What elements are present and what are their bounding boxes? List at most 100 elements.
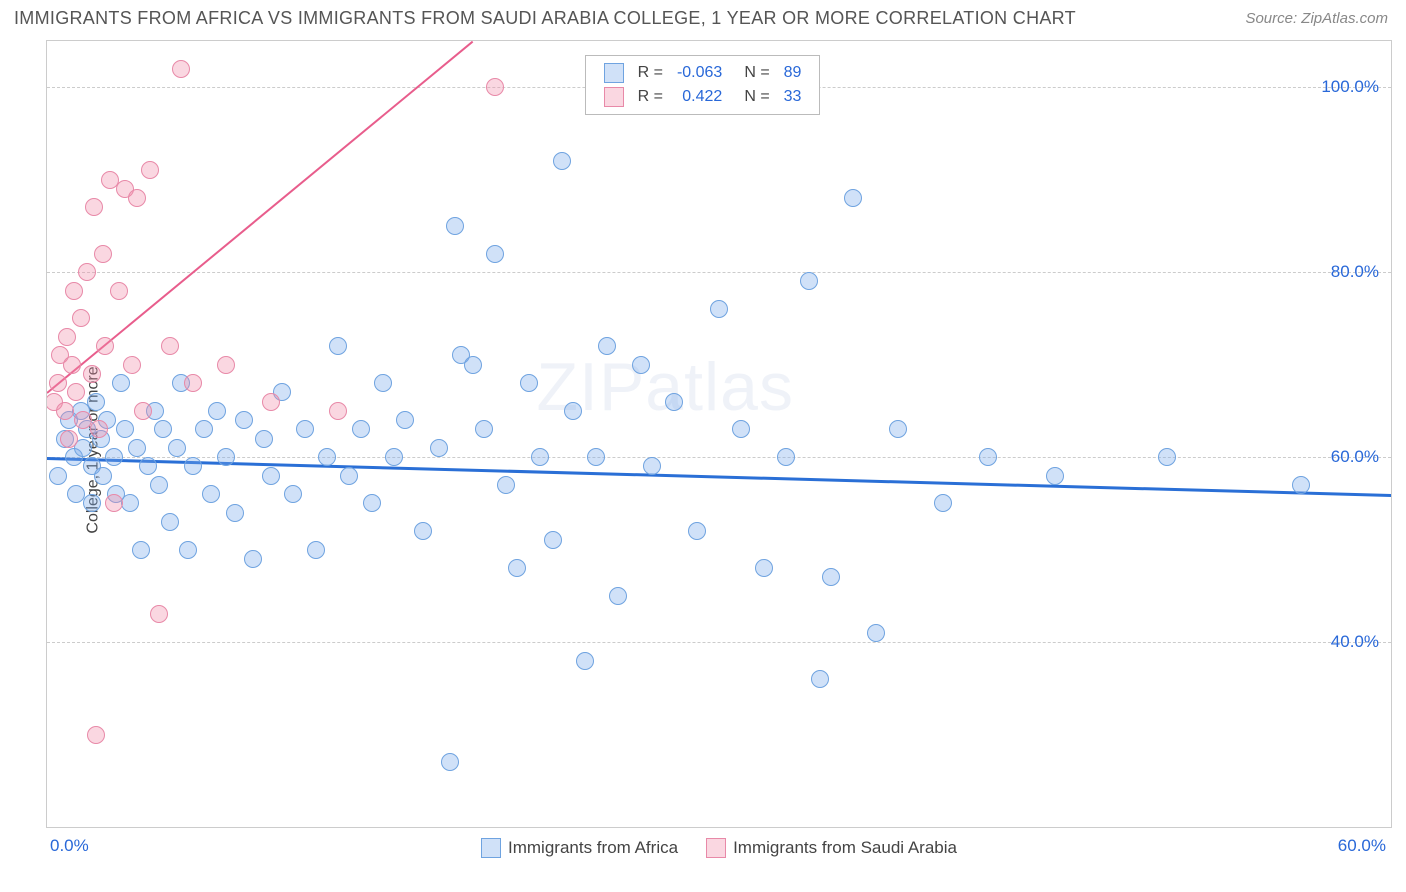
gridline-h (47, 457, 1391, 458)
title-bar: IMMIGRANTS FROM AFRICA VS IMMIGRANTS FRO… (0, 0, 1406, 37)
data-point (385, 448, 403, 466)
data-point (352, 420, 370, 438)
x-tick (204, 827, 205, 828)
data-point (553, 152, 571, 170)
stats-legend: R =-0.063N =89R =0.422N =33 (585, 55, 821, 115)
data-point (141, 161, 159, 179)
x-tick (361, 827, 362, 828)
data-point (777, 448, 795, 466)
data-point (486, 245, 504, 263)
chart-title: IMMIGRANTS FROM AFRICA VS IMMIGRANTS FRO… (14, 8, 1076, 29)
data-point (150, 476, 168, 494)
data-point (202, 485, 220, 503)
data-point (632, 356, 650, 374)
data-point (105, 494, 123, 512)
x-tick (1100, 827, 1101, 828)
data-point (486, 78, 504, 96)
data-point (1292, 476, 1310, 494)
data-point (934, 494, 952, 512)
data-point (49, 467, 67, 485)
data-point (446, 217, 464, 235)
data-point (226, 504, 244, 522)
data-point (58, 328, 76, 346)
data-point (587, 448, 605, 466)
trend-line (47, 457, 1391, 497)
data-point (179, 541, 197, 559)
x-tick (809, 827, 810, 828)
data-point (94, 467, 112, 485)
data-point (609, 587, 627, 605)
data-point (94, 245, 112, 263)
data-point (732, 420, 750, 438)
data-point (184, 457, 202, 475)
data-point (430, 439, 448, 457)
data-point (90, 420, 108, 438)
data-point (56, 402, 74, 420)
plot-area: ZIPatlas 40.0%60.0%80.0%100.0%R =-0.063N… (46, 40, 1392, 828)
data-point (110, 282, 128, 300)
data-point (508, 559, 526, 577)
data-point (1046, 467, 1064, 485)
y-tick-label: 60.0% (1331, 447, 1379, 467)
data-point (168, 439, 186, 457)
data-point (340, 467, 358, 485)
gridline-h (47, 642, 1391, 643)
chart-container: IMMIGRANTS FROM AFRICA VS IMMIGRANTS FRO… (0, 0, 1406, 892)
data-point (172, 60, 190, 78)
data-point (49, 374, 67, 392)
y-tick-label: 40.0% (1331, 632, 1379, 652)
data-point (150, 605, 168, 623)
data-point (134, 402, 152, 420)
x-tick-label: 0.0% (50, 836, 89, 856)
data-point (296, 420, 314, 438)
data-point (844, 189, 862, 207)
data-point (65, 282, 83, 300)
data-point (235, 411, 253, 429)
data-point (564, 402, 582, 420)
gridline-h (47, 272, 1391, 273)
data-point (363, 494, 381, 512)
data-point (208, 402, 226, 420)
data-point (83, 494, 101, 512)
data-point (822, 568, 840, 586)
data-point (132, 541, 150, 559)
data-point (979, 448, 997, 466)
data-point (531, 448, 549, 466)
data-point (255, 430, 273, 448)
data-point (755, 559, 773, 577)
data-point (800, 272, 818, 290)
data-point (105, 448, 123, 466)
data-point (889, 420, 907, 438)
data-point (688, 522, 706, 540)
x-tick (495, 827, 496, 828)
data-point (217, 448, 235, 466)
x-tick (1257, 827, 1258, 828)
data-point (139, 457, 157, 475)
data-point (464, 356, 482, 374)
data-point (441, 753, 459, 771)
data-point (867, 624, 885, 642)
chart-wrap: College, 1 year or more ZIPatlas 40.0%60… (14, 40, 1392, 860)
data-point (121, 494, 139, 512)
data-point (497, 476, 515, 494)
data-point (414, 522, 432, 540)
x-tick (943, 827, 944, 828)
data-point (154, 420, 172, 438)
data-point (244, 550, 262, 568)
data-point (195, 420, 213, 438)
data-point (87, 726, 105, 744)
legend-item: Immigrants from Africa (481, 838, 678, 858)
data-point (396, 411, 414, 429)
data-point (262, 393, 280, 411)
x-tick (652, 827, 653, 828)
legend-item: Immigrants from Saudi Arabia (706, 838, 957, 858)
data-point (374, 374, 392, 392)
data-point (123, 356, 141, 374)
data-point (96, 337, 114, 355)
data-point (60, 430, 78, 448)
data-point (87, 393, 105, 411)
data-point (161, 337, 179, 355)
data-point (475, 420, 493, 438)
data-point (63, 356, 81, 374)
data-point (643, 457, 661, 475)
